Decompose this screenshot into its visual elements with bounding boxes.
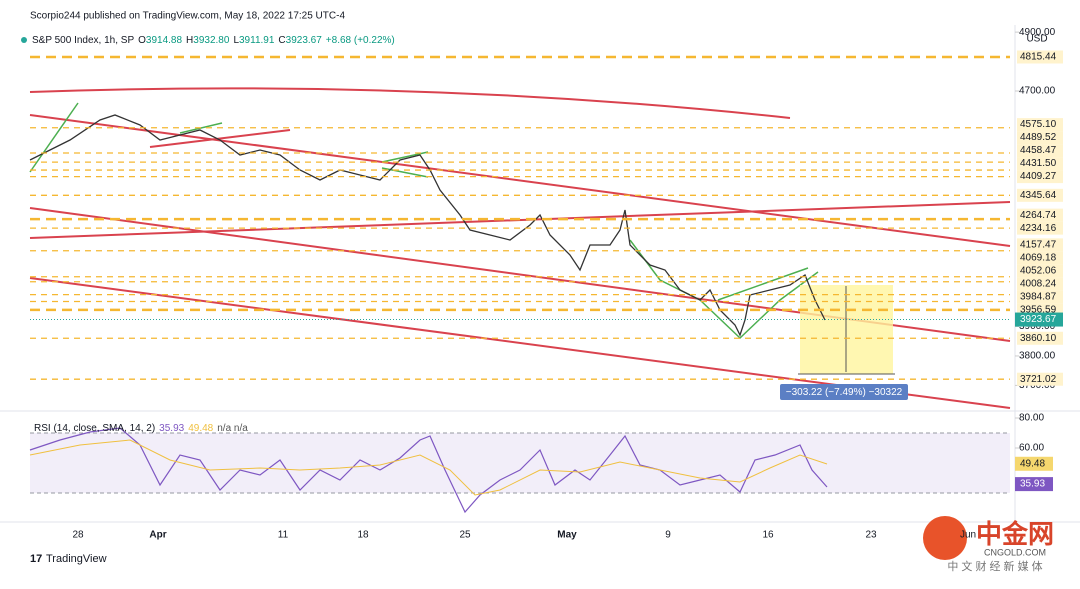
rsi-value-label: 35.93 xyxy=(1020,479,1045,490)
price-tick-label: 3900.00 xyxy=(1019,321,1056,332)
rsi-line xyxy=(29,427,828,514)
ohlc-value: 3911.91 xyxy=(239,35,275,46)
ohlc-value: 3932.80 xyxy=(193,35,230,46)
level-label: 4575.10 xyxy=(1020,119,1057,130)
rsi-sma-line xyxy=(29,439,828,496)
level-label: 4431.50 xyxy=(1020,158,1057,169)
price-tick-label: 3800.00 xyxy=(1019,351,1056,362)
level-label-box xyxy=(1017,131,1063,145)
rsi-tick-label: 80.00 xyxy=(1019,413,1044,424)
rsi-header: RSI (14, close, SMA, 14, 2) 35.93 49.48 n/a… xyxy=(34,423,248,434)
level-label-box xyxy=(1017,331,1063,345)
level-label-box xyxy=(1017,238,1063,252)
watermark-name: 中金网 xyxy=(976,519,1054,549)
date-label: 28 xyxy=(72,530,84,541)
date-label: May xyxy=(557,530,577,541)
published: Scorpio244 published on TradingView.com,… xyxy=(30,11,345,22)
pattern-line xyxy=(381,151,429,163)
level-label-box xyxy=(1017,290,1063,304)
tv-logo: TradingView xyxy=(46,553,107,565)
level-label: 4264.74 xyxy=(1020,210,1057,221)
na: n/a n/a xyxy=(217,423,248,434)
level-label-box xyxy=(1017,188,1063,202)
price-tick-label: 4700.00 xyxy=(1019,86,1056,97)
watermark-logo xyxy=(923,516,967,560)
date-label: 25 xyxy=(459,530,471,541)
rsi-value: 35.93 xyxy=(159,423,184,434)
level-label: 3860.10 xyxy=(1020,333,1057,344)
date-label: Apr xyxy=(149,530,166,541)
level-label: 4345.64 xyxy=(1020,190,1057,201)
tv-logo-mark: 17 xyxy=(30,553,42,565)
level-label-box xyxy=(1017,157,1063,171)
last-price-box xyxy=(1015,312,1063,327)
arc-line xyxy=(29,87,791,119)
last-price-label: 3923.67 xyxy=(1020,314,1057,325)
level-label-box xyxy=(1017,251,1063,265)
symbol: S&P 500 Index, 1h, SP xyxy=(32,35,134,46)
level-label: 3956.59 xyxy=(1020,305,1057,316)
rsi-title: RSI (14, close, SMA, 14, 2) xyxy=(34,423,155,434)
date-label: Jun xyxy=(960,530,976,541)
ohlc-value: 3923.67 xyxy=(286,35,323,46)
date-label: 9 xyxy=(665,530,671,541)
level-label: 4815.44 xyxy=(1020,52,1057,63)
ohlc-key: L xyxy=(233,35,239,46)
level-label-box xyxy=(1017,277,1063,291)
date-label: 11 xyxy=(278,530,289,541)
pattern-line xyxy=(717,267,809,301)
ohlc-value: 3914.88 xyxy=(146,35,183,46)
level-label-box xyxy=(1017,118,1063,132)
watermark-site: CNGOLD.COM xyxy=(984,547,1046,557)
pattern-line xyxy=(179,122,223,134)
level-label: 4069.18 xyxy=(1020,253,1057,264)
price-path xyxy=(29,114,826,337)
watermark-tagline: 中 文 财 经 新 媒 体 xyxy=(947,559,1042,573)
level-label: 4052.06 xyxy=(1020,266,1057,277)
rsi-value-box xyxy=(1015,456,1053,471)
date-label: 16 xyxy=(762,530,774,541)
level-label-box xyxy=(1017,170,1063,184)
level-label: 3721.02 xyxy=(1020,374,1057,385)
date-label: 23 xyxy=(865,530,877,541)
level-label-box xyxy=(1017,221,1063,235)
symbol-line: S&P 500 Index, 1h, SP O3914.88 H3932.80 L39… xyxy=(32,35,395,46)
level-label-box xyxy=(1017,264,1063,278)
level-label: 4008.24 xyxy=(1020,279,1057,290)
pattern-lines xyxy=(29,102,819,340)
level-label: 4458.47 xyxy=(1020,145,1057,156)
date-label: 18 xyxy=(357,530,369,541)
ohlc-key: C xyxy=(278,35,285,46)
change: +8.68 (+0.22%) xyxy=(326,35,395,46)
rsi-band xyxy=(30,433,1010,493)
currency: USD xyxy=(1026,34,1047,45)
status-dot xyxy=(21,37,27,43)
rsi-value-box xyxy=(1015,477,1053,492)
channel-line xyxy=(149,129,291,148)
level-label-box xyxy=(1017,144,1063,158)
pattern-line xyxy=(629,239,819,340)
sma-value: 49.48 xyxy=(188,423,213,434)
measure-label-box xyxy=(780,384,908,400)
level-label: 4409.27 xyxy=(1020,171,1057,182)
measure-label: −303.22 (−7.49%) −30322 xyxy=(786,387,903,398)
price-tick-label: 4900.00 xyxy=(1019,27,1056,38)
ohlc-key: H xyxy=(186,35,193,46)
rsi-tick-label: 60.00 xyxy=(1019,443,1044,454)
level-label: 4234.16 xyxy=(1020,223,1057,234)
level-label: 3984.87 xyxy=(1020,292,1057,303)
channel-line xyxy=(29,114,1011,247)
pattern-line xyxy=(29,102,79,173)
level-label: 4157.47 xyxy=(1020,240,1057,251)
ohlc-key: O xyxy=(138,35,146,46)
rsi-value-label: 49.48 xyxy=(1020,458,1045,469)
level-label-box xyxy=(1017,372,1063,386)
level-label-box xyxy=(1017,208,1063,222)
level-label-box xyxy=(1017,50,1063,64)
level-label: 4489.52 xyxy=(1020,132,1057,143)
